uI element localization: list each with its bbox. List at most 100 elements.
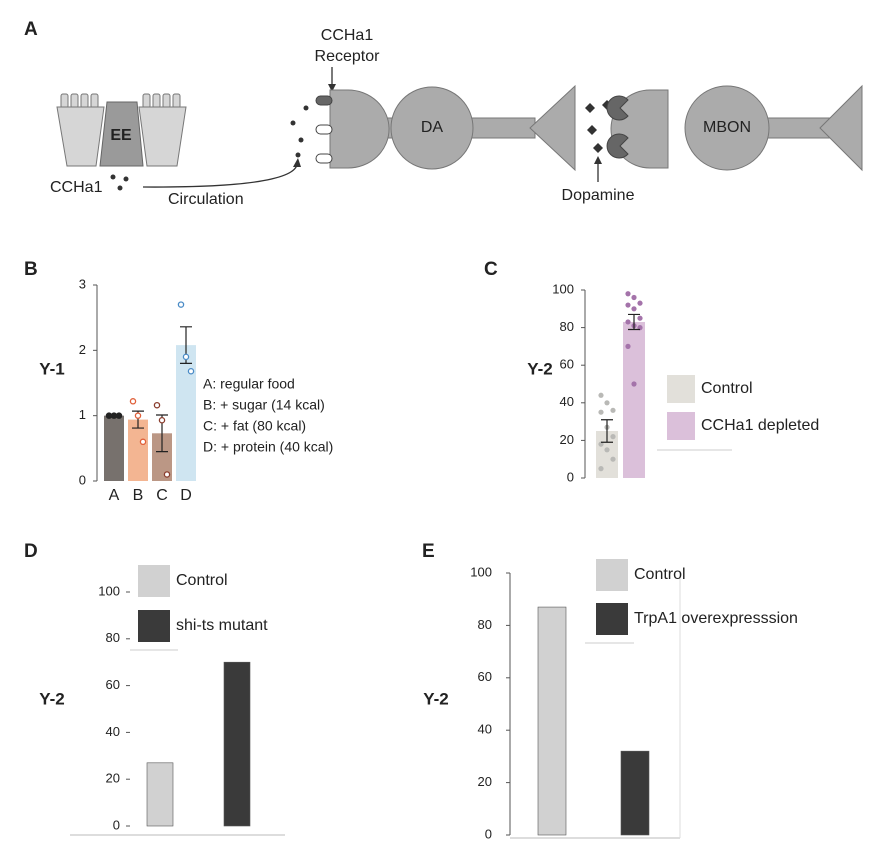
arrow-head xyxy=(594,156,602,164)
ee-label: EE xyxy=(110,127,132,144)
bar xyxy=(176,345,196,481)
y-tick-label: 60 xyxy=(478,669,492,684)
data-point xyxy=(177,301,185,308)
da-soma xyxy=(390,86,474,170)
arrow-head xyxy=(328,84,336,92)
x-tick-label: C xyxy=(156,487,168,504)
dopamine-dots xyxy=(585,100,612,153)
route-label: Circulation xyxy=(168,191,244,208)
y-tick-label: 60 xyxy=(106,677,120,692)
data-point xyxy=(610,434,616,440)
bar xyxy=(623,321,645,478)
data-point xyxy=(134,412,142,419)
y-tick-label: 40 xyxy=(106,724,120,739)
y-tick-label: 0 xyxy=(485,826,492,841)
receptor-label: Receptor xyxy=(315,48,381,65)
y-tick-label: 1 xyxy=(79,407,86,422)
bar xyxy=(152,433,172,481)
panel-label: B xyxy=(24,259,38,280)
y-tick-label: 20 xyxy=(106,771,120,786)
legend-label: shi-ts mutant xyxy=(176,617,268,634)
data-point xyxy=(625,319,631,325)
data-point xyxy=(598,409,604,415)
legend-swatch xyxy=(596,603,628,635)
data-point xyxy=(604,400,610,406)
legend-swatch xyxy=(596,559,628,591)
mbon-soma xyxy=(684,85,770,171)
annotation: B: + sugar (14 kcal) xyxy=(203,397,325,413)
data-point xyxy=(610,407,616,413)
ee-cell xyxy=(99,101,144,167)
legend-label: TrpA1 overexpresssion xyxy=(634,610,798,627)
annotation: C: + fat (80 kcal) xyxy=(203,418,306,434)
data-point xyxy=(631,294,637,301)
da-label: DA xyxy=(421,119,444,136)
y-tick-label: 40 xyxy=(560,394,574,409)
legend-swatch xyxy=(667,375,695,403)
da-dendrite xyxy=(329,89,390,169)
bar xyxy=(537,606,567,836)
circulation-arrow xyxy=(142,164,298,188)
data-point xyxy=(163,471,171,478)
legend-label: Control xyxy=(701,380,753,397)
data-point xyxy=(610,456,616,462)
bar xyxy=(128,419,148,481)
data-point xyxy=(625,302,631,308)
y-axis-label: Y-2 xyxy=(423,689,449,708)
data-point xyxy=(182,353,190,361)
data-point xyxy=(637,315,643,321)
y-tick-label: 80 xyxy=(478,617,492,632)
bar xyxy=(620,750,650,836)
data-point xyxy=(158,416,166,424)
y-tick-label: 3 xyxy=(79,276,86,291)
legend-label: Control xyxy=(176,572,228,589)
gut-cell xyxy=(56,106,105,167)
bar xyxy=(146,762,174,827)
data-point xyxy=(139,438,147,446)
bar xyxy=(223,661,251,827)
data-point xyxy=(115,412,123,419)
mbon-dendrite xyxy=(610,89,669,169)
panel-label: E xyxy=(422,541,435,562)
x-tick-label: D xyxy=(180,487,192,504)
data-point xyxy=(631,306,637,312)
error-bar xyxy=(601,419,613,443)
annotation: D: + protein (40 kcal) xyxy=(203,439,333,455)
panel-label: D xyxy=(24,541,38,562)
data-point xyxy=(153,401,161,409)
mbon-label: MBON xyxy=(703,119,751,136)
microvilli xyxy=(60,93,181,109)
data-point xyxy=(598,392,604,398)
y-axis-label: Y-1 xyxy=(39,359,65,378)
x-tick-label: A xyxy=(109,487,120,504)
legend-label: Control xyxy=(634,566,686,583)
data-point xyxy=(187,367,195,375)
receptor xyxy=(606,95,629,121)
data-point xyxy=(631,381,637,387)
transmitter-label: Dopamine xyxy=(562,187,635,204)
hormone-label: CCHa1 xyxy=(50,179,103,196)
gut-cell xyxy=(138,106,187,167)
y-tick-label: 100 xyxy=(552,281,574,296)
hormone-dots xyxy=(110,105,309,191)
arrow-head xyxy=(293,158,301,167)
data-point xyxy=(129,398,137,405)
data-point xyxy=(637,300,643,306)
data-point xyxy=(598,466,604,472)
x-tick-label: B xyxy=(133,487,144,504)
error-bar xyxy=(628,313,640,331)
receptor xyxy=(606,133,629,159)
y-tick-label: 80 xyxy=(560,319,574,334)
data-point xyxy=(604,447,610,453)
da-terminal xyxy=(529,84,576,172)
y-axis-label: Y-2 xyxy=(39,689,65,708)
y-tick-label: 0 xyxy=(113,817,120,832)
legend-label: CCHa1 depleted xyxy=(701,417,819,434)
y-tick-label: 20 xyxy=(560,432,574,447)
legend-swatch xyxy=(667,412,695,440)
legend-swatch xyxy=(138,610,170,642)
y-tick-label: 0 xyxy=(567,469,574,484)
panel-label: C xyxy=(484,259,498,280)
bar xyxy=(104,415,124,481)
y-tick-label: 40 xyxy=(478,722,492,737)
